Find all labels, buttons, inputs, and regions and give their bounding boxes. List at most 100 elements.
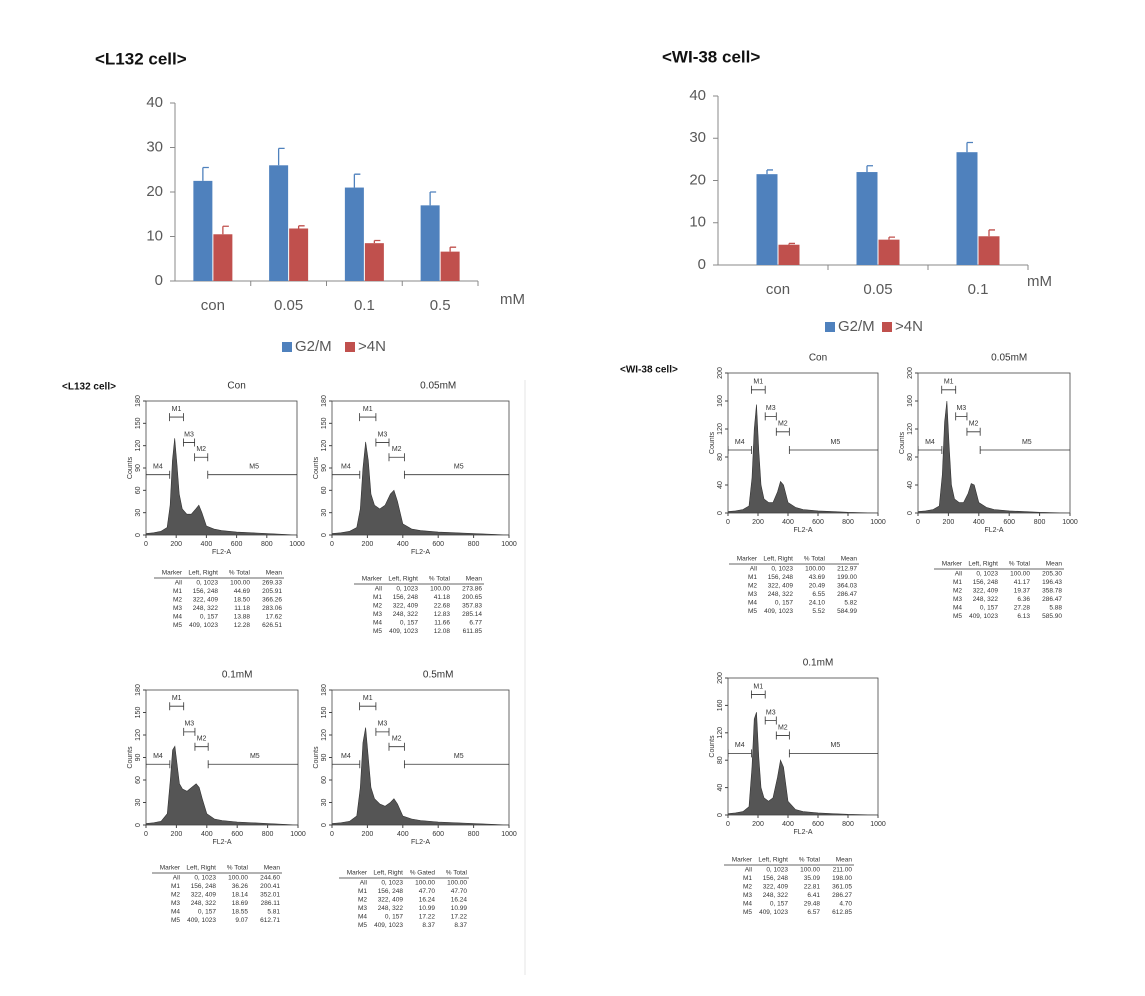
table-cell: 18.69 xyxy=(232,900,249,907)
table-cell: M1 xyxy=(953,579,962,586)
x-tick-label: 0 xyxy=(726,519,730,526)
histogram-area xyxy=(146,438,297,535)
table-cell: 361.05 xyxy=(832,884,852,891)
x-tick-label: 600 xyxy=(231,541,243,548)
x-tick-label: 800 xyxy=(468,541,480,548)
plot-frame xyxy=(727,677,879,816)
y-tick-label: 180 xyxy=(321,395,328,407)
marker-bracket xyxy=(388,453,405,462)
x-tick-label: 0 xyxy=(144,831,148,838)
marker-bracket xyxy=(728,446,752,454)
x-tick-label: 0 xyxy=(330,541,334,548)
error-bar xyxy=(297,225,305,229)
chart-title: <WI-38 cell> xyxy=(662,47,760,66)
bar xyxy=(778,244,800,265)
table-cell: 47.70 xyxy=(419,888,436,895)
table-cell: 611.85 xyxy=(463,628,483,635)
y-tick-label: 0 xyxy=(717,813,724,817)
table-cell: M5 xyxy=(173,622,182,629)
y-tick-label: 60 xyxy=(321,486,328,494)
marker-bracket xyxy=(751,385,766,394)
x-axis-label: FL2-A xyxy=(212,839,231,846)
x-tick-label: 0.05 xyxy=(274,297,303,314)
table-cell: 409, 1023 xyxy=(187,917,216,924)
marker-label: M1 xyxy=(172,695,182,702)
table-cell: 100.00 xyxy=(430,586,450,593)
table-cell: M1 xyxy=(748,574,757,581)
table-cell: 286.27 xyxy=(832,892,852,899)
table-cell: 100.00 xyxy=(415,880,435,887)
table-header: Marker xyxy=(347,870,368,877)
bar xyxy=(856,172,878,265)
marker-label: M2 xyxy=(196,446,206,453)
x-tick-label: 400 xyxy=(973,519,985,526)
y-tick-label: 30 xyxy=(321,509,328,517)
x-tick-label: 600 xyxy=(812,821,824,828)
table-header: Marker xyxy=(737,556,758,563)
table-cell: 11.18 xyxy=(234,605,250,612)
chart-title: <L132 cell> xyxy=(95,49,187,68)
table-cell: 29.48 xyxy=(804,901,821,908)
table-cell: M3 xyxy=(748,591,757,598)
table-cell: 626.51 xyxy=(262,622,282,629)
marker-label: M4 xyxy=(735,742,745,749)
y-tick-label: 150 xyxy=(321,417,328,429)
y-tick-label: 20 xyxy=(689,171,706,188)
x-axis-unit: mM xyxy=(500,291,525,308)
table-cell: All xyxy=(175,580,183,587)
x-axis-label: FL2-A xyxy=(793,829,812,836)
table-header: % Total xyxy=(429,576,451,583)
table-cell: 205.30 xyxy=(1042,571,1062,578)
table-cell: All xyxy=(745,867,753,874)
bar xyxy=(956,152,978,265)
table-cell: 20.49 xyxy=(809,583,826,590)
table-cell: 283.06 xyxy=(262,605,282,612)
panel-title: Con xyxy=(809,353,827,364)
marker-label: M3 xyxy=(766,709,776,716)
table-cell: 6.57 xyxy=(807,909,820,916)
y-tick-label: 120 xyxy=(717,423,724,435)
table-header: Left, Right xyxy=(388,576,418,583)
table-cell: 47.70 xyxy=(451,888,468,895)
marker-bracket xyxy=(388,742,405,751)
error-bar xyxy=(888,236,895,240)
x-axis-label: FL2-A xyxy=(793,527,812,534)
y-axis-label: Counts xyxy=(899,431,906,454)
table-cell: 286.47 xyxy=(837,591,857,598)
table-cell: 156, 248 xyxy=(973,579,999,586)
marker-bracket xyxy=(788,446,878,454)
table-cell: M5 xyxy=(373,628,382,635)
bar xyxy=(269,165,289,281)
table-cell: 248, 322 xyxy=(193,605,219,612)
table-header: Left, Right xyxy=(188,570,218,577)
table-cell: M2 xyxy=(358,897,367,904)
marker-label: M1 xyxy=(753,683,763,690)
error-bar xyxy=(988,229,995,237)
table-cell: 409, 1023 xyxy=(389,628,418,635)
y-tick-label: 90 xyxy=(135,464,142,472)
marker-label: M1 xyxy=(753,379,763,386)
table-cell: 43.69 xyxy=(809,574,826,581)
y-tick-label: 0 xyxy=(717,511,724,515)
plot-frame xyxy=(331,400,510,536)
table-cell: 248, 322 xyxy=(763,892,789,899)
y-tick-label: 160 xyxy=(907,395,914,407)
y-tick-label: 40 xyxy=(717,481,724,489)
marker-bracket xyxy=(966,427,981,436)
legend-swatch xyxy=(825,322,835,332)
table-cell: 6.77 xyxy=(469,620,482,627)
y-tick-label: 120 xyxy=(717,727,724,739)
table-cell: 12.28 xyxy=(234,622,251,629)
table-header: Mean xyxy=(836,857,853,864)
marker-label: M5 xyxy=(831,439,841,446)
x-tick-label: 200 xyxy=(362,831,374,838)
table-cell: 0, 157 xyxy=(400,620,418,627)
table-header: % Total xyxy=(804,556,826,563)
y-tick-label: 0 xyxy=(155,272,163,289)
y-axis-label: Counts xyxy=(313,456,320,479)
x-axis-label: FL2-A xyxy=(984,527,1003,534)
marker-label: M4 xyxy=(925,439,935,446)
table-cell: 9.07 xyxy=(235,917,248,924)
table-cell: 5.81 xyxy=(267,909,280,916)
marker-label: M2 xyxy=(392,446,402,453)
